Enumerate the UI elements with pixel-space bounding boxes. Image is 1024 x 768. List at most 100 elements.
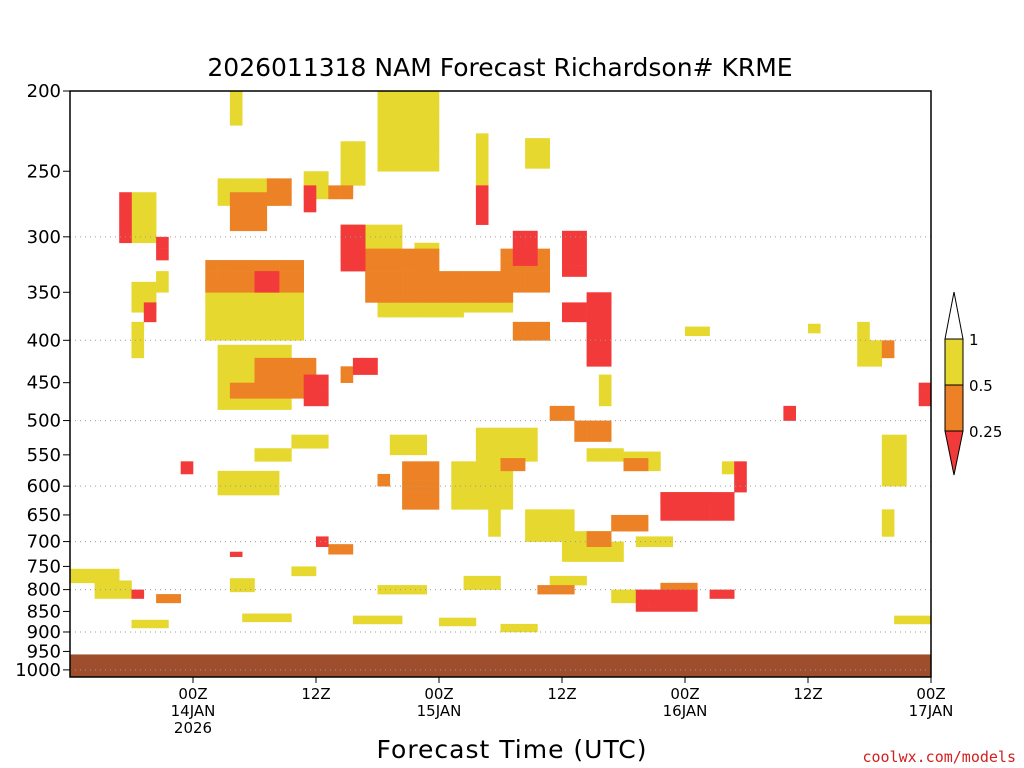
- ri-cell-0: [377, 307, 391, 318]
- ri-cell-2: [574, 302, 587, 313]
- ri-cell-2: [660, 589, 673, 595]
- ri-cell-2: [303, 198, 317, 213]
- ri-cell-0: [574, 541, 587, 547]
- ri-cell-0: [254, 448, 268, 456]
- ri-cell-2: [734, 467, 747, 475]
- ri-cell-1: [537, 585, 550, 590]
- ri-cell-2: [660, 594, 673, 599]
- ri-cell-0: [131, 321, 145, 332]
- ri-cell-2: [562, 265, 575, 277]
- ri-cell-1: [254, 205, 268, 219]
- ri-cell-1: [426, 281, 440, 293]
- ri-cell-0: [229, 321, 243, 332]
- ri-cell-0: [266, 477, 280, 484]
- ri-cell-0: [291, 571, 304, 577]
- ri-cell-1: [279, 271, 292, 283]
- ri-cell-1: [475, 292, 489, 303]
- ri-cell-0: [881, 467, 895, 475]
- ri-cell-0: [389, 585, 403, 590]
- ri-cell-0: [143, 218, 157, 232]
- ri-cell-2: [562, 242, 575, 255]
- ri-cell-0: [119, 589, 132, 595]
- ri-cell-0: [451, 486, 464, 493]
- ri-cell-0: [389, 615, 403, 621]
- ri-cell-0: [500, 427, 514, 435]
- ri-cell-0: [451, 621, 464, 627]
- ri-cell-0: [242, 489, 255, 496]
- ri-cell-2: [734, 480, 747, 487]
- ri-cell-0: [586, 448, 600, 456]
- ri-cell-0: [475, 448, 489, 456]
- ri-cell-1: [402, 260, 415, 272]
- ri-cell-0: [229, 353, 243, 363]
- ri-cell-2: [672, 589, 686, 595]
- ri-cell-1: [525, 331, 538, 341]
- ri-cell-0: [414, 91, 427, 109]
- ri-cell-0: [143, 623, 157, 629]
- ri-cell-0: [525, 448, 538, 456]
- ri-cell-1: [881, 349, 895, 359]
- ri-cell-2: [586, 321, 600, 332]
- ri-cell-1: [254, 218, 268, 232]
- ri-cell-0: [451, 467, 464, 475]
- ri-cell-0: [414, 589, 427, 595]
- ri-cell-0: [451, 617, 464, 623]
- ri-cell-0: [488, 514, 501, 521]
- ri-cell-2: [254, 271, 268, 283]
- ri-cell-0: [525, 536, 538, 542]
- ri-cell-2: [512, 242, 526, 255]
- ri-cell-0: [242, 613, 255, 619]
- ri-cell-1: [426, 260, 440, 272]
- ri-cell-0: [389, 619, 403, 625]
- ri-cell-0: [475, 473, 489, 481]
- ri-cell-0: [611, 448, 624, 456]
- ri-cell-0: [574, 556, 587, 562]
- ri-cell-1: [229, 192, 243, 206]
- ri-cell-0: [463, 575, 477, 581]
- ri-cell-1: [291, 260, 304, 272]
- ri-cell-1: [635, 514, 649, 521]
- ri-cell-0: [562, 520, 575, 527]
- ri-cell-0: [463, 621, 477, 627]
- ri-cell-0: [894, 480, 907, 487]
- ri-cell-0: [242, 370, 255, 379]
- y-tick-label: 600: [27, 476, 61, 497]
- ri-cell-0: [648, 451, 661, 459]
- ri-cell-1: [242, 271, 255, 283]
- ri-cell-0: [414, 141, 427, 157]
- ri-cell-0: [881, 514, 895, 521]
- ri-cell-0: [943, 504, 956, 510]
- ri-cell-0: [217, 192, 231, 206]
- ri-cell-1: [439, 281, 452, 293]
- ri-cell-1: [586, 541, 600, 547]
- ri-cell-2: [660, 602, 673, 608]
- ri-cell-1: [266, 366, 280, 375]
- ri-cell-1: [242, 281, 255, 293]
- ri-cell-0: [488, 473, 501, 481]
- y-tick-label: 700: [27, 532, 61, 553]
- ri-cell-0: [956, 509, 969, 515]
- ri-cell-1: [439, 271, 452, 283]
- ri-cell-0: [943, 486, 956, 492]
- ri-cell-1: [279, 374, 292, 383]
- ri-cell-0: [697, 326, 710, 337]
- ri-cell-2: [648, 589, 661, 595]
- ri-cell-1: [402, 461, 415, 468]
- ri-cell-0: [217, 477, 231, 484]
- ri-cell-0: [574, 531, 587, 537]
- x-tick-label: 15JAN: [417, 702, 462, 720]
- ri-cell-0: [291, 434, 304, 442]
- ri-cell-2: [685, 598, 698, 604]
- ri-cell-2: [131, 594, 145, 599]
- ri-cell-1: [254, 192, 268, 206]
- ri-cell-0: [156, 619, 169, 625]
- ri-cell-1: [340, 544, 354, 550]
- ri-cell-0: [808, 323, 821, 334]
- ri-cell-2: [648, 598, 661, 604]
- ri-cell-0: [512, 623, 526, 629]
- ri-cell-1: [242, 260, 255, 272]
- ri-cell-0: [598, 398, 612, 407]
- ri-cell-0: [475, 585, 489, 590]
- ri-cell-0: [475, 427, 489, 435]
- ri-cell-1: [623, 464, 637, 472]
